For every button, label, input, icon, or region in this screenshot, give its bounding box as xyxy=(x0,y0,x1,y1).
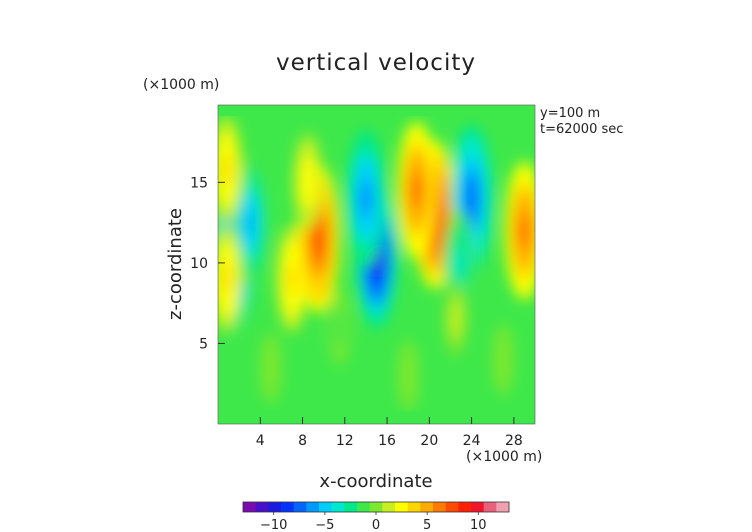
x-tick-label: 20 xyxy=(420,433,438,449)
y-axis-label: z-coordinate xyxy=(165,208,186,320)
heatmap-cell xyxy=(346,129,386,268)
x-tick-label: 8 xyxy=(298,433,307,449)
heatmap-cell xyxy=(492,324,514,395)
colorbar-tick-label: 0 xyxy=(372,518,380,532)
colorbar-swatch xyxy=(255,502,269,512)
heatmap-cell xyxy=(218,225,242,333)
x-tick-label: 24 xyxy=(463,433,481,449)
colorbar-swatch xyxy=(496,502,510,512)
colorbar-tick-label: 10 xyxy=(470,518,487,532)
colorbar-tick-label: −10 xyxy=(260,518,287,532)
colorbar-swatch xyxy=(395,502,409,512)
chart-title: vertical velocity xyxy=(276,50,476,76)
y-unit-label: (×1000 m) xyxy=(143,77,219,93)
y-tick-label: 10 xyxy=(190,256,208,272)
colorbar-swatch xyxy=(483,502,497,512)
colorbar-swatch xyxy=(420,502,434,512)
colorbar-swatch xyxy=(471,502,485,512)
colorbar: −10 −5 0 5 10 xyxy=(242,501,510,532)
colorbar-swatch xyxy=(319,502,333,512)
colorbar-swatch xyxy=(281,502,295,512)
colorbar-swatch xyxy=(306,502,320,512)
colorbar-swatch xyxy=(331,502,345,512)
colorbar-swatch xyxy=(433,502,447,512)
colorbar-swatch xyxy=(445,502,459,512)
x-unit-label: (×1000 m) xyxy=(466,449,542,465)
heatmap-cell xyxy=(276,225,308,333)
colorbar-swatch xyxy=(268,502,282,512)
colorbar-swatch xyxy=(293,502,307,512)
annotation-y: y=100 m xyxy=(540,106,600,121)
heatmap-cell xyxy=(231,159,268,287)
y-tick-label: 15 xyxy=(190,175,208,191)
heatmap-cell xyxy=(293,134,322,231)
colorbar-swatch xyxy=(458,502,472,512)
colorbar-swatch xyxy=(243,502,257,512)
x-tick-label: 28 xyxy=(505,433,523,449)
colorbar-swatch xyxy=(407,502,421,512)
colorbar-swatch xyxy=(382,502,396,512)
heatmap-cell xyxy=(504,161,535,300)
colorbar-tick-label: −5 xyxy=(315,518,334,532)
heatmap-cell xyxy=(328,289,351,365)
annotation-t: t=62000 sec xyxy=(540,122,623,137)
colorbar-swatch xyxy=(357,502,371,512)
heatmap-cell xyxy=(397,340,419,412)
y-axis: 5 10 15 xyxy=(190,175,225,352)
x-tick-label: 16 xyxy=(378,433,396,449)
heatmap-cell xyxy=(218,116,242,223)
heatmap-cell xyxy=(444,281,467,357)
heatmap-cell xyxy=(396,121,437,260)
colorbar-swatch xyxy=(369,502,383,512)
heatmap-cell xyxy=(260,332,282,404)
colorbar-tick-label: 5 xyxy=(423,518,431,532)
colorbar-swatch xyxy=(344,502,358,512)
x-tick-label: 12 xyxy=(336,433,354,449)
x-tick-label: 4 xyxy=(256,433,265,449)
x-axis-label: x-coordinate xyxy=(319,471,432,492)
plot-frame xyxy=(217,104,536,425)
y-tick-label: 5 xyxy=(199,336,208,352)
plot-area xyxy=(218,105,535,424)
x-axis: 4 8 12 16 20 24 28 xyxy=(256,417,523,449)
